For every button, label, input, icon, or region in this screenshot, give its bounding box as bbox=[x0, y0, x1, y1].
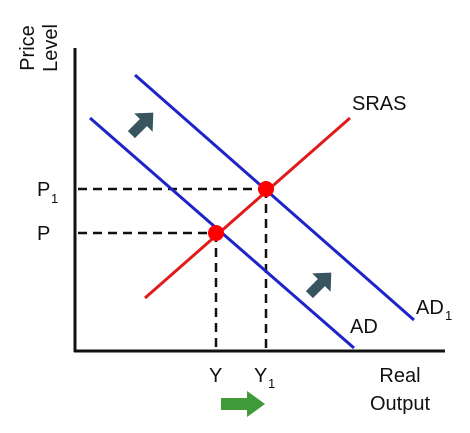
equilibrium-point-initial bbox=[208, 225, 224, 241]
y1-label-subscript: 1 bbox=[268, 376, 275, 391]
p1-label: P bbox=[37, 179, 50, 201]
y1-label: Y bbox=[254, 365, 267, 387]
y-label: Y bbox=[209, 365, 222, 387]
p1-label-subscript: 1 bbox=[51, 191, 58, 206]
p-label: P bbox=[37, 223, 50, 245]
output-increase-arrow-icon bbox=[221, 391, 265, 417]
shift-arrow-icon bbox=[127, 112, 154, 139]
ad1-curve bbox=[134, 73, 415, 322]
y-axis-label-line1: Price bbox=[17, 25, 39, 71]
shift-arrow-icon bbox=[305, 272, 332, 299]
equilibrium-point-new bbox=[258, 181, 274, 197]
sras-curve bbox=[144, 116, 351, 300]
ad-label: AD bbox=[350, 316, 378, 338]
x-axis-label-line1: Real bbox=[379, 365, 420, 387]
y-axis-label-line2: Level bbox=[40, 24, 62, 72]
x-axis-label-line2: Output bbox=[370, 393, 430, 415]
ad1-label-subscript: 1 bbox=[445, 308, 452, 323]
sras-label: SRAS bbox=[352, 93, 406, 115]
ad1-label: AD bbox=[416, 297, 444, 319]
